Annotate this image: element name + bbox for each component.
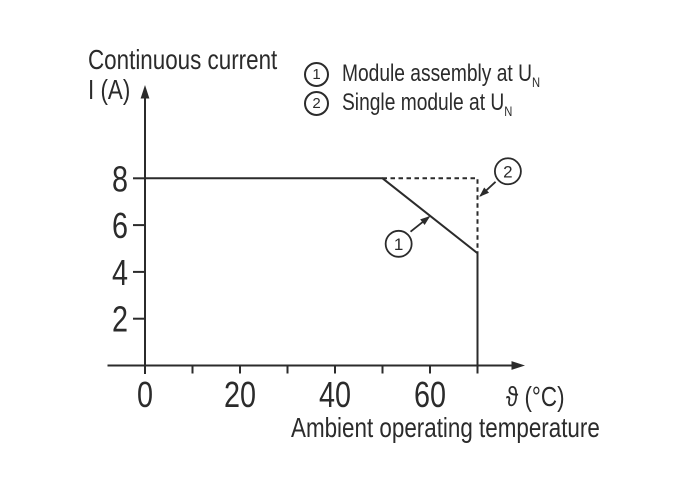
callout-arrowhead-1-icon: [420, 215, 431, 226]
x-tick-label-20: 20: [224, 374, 256, 415]
y-tick-label-4: 4: [112, 252, 128, 293]
legend-item-2-label: Single module at UN: [342, 88, 513, 119]
callout-label-2: 2: [503, 162, 512, 181]
y-tick-label-8: 8: [112, 158, 128, 199]
curve-1: [145, 177, 479, 366]
legend-item-1: 1 Module assembly at UN: [304, 60, 590, 89]
x-tick-label-60: 60: [414, 374, 446, 415]
legend-item-2: 2 Single module at UN: [304, 89, 590, 118]
y-axis-title-line2: I (A): [88, 74, 131, 105]
y-tick-label-2: 2: [112, 299, 128, 340]
x-axis-arrowhead-icon: [511, 361, 525, 370]
y-tick-label-6: 6: [112, 205, 128, 246]
callout-label-1: 1: [394, 235, 403, 254]
x-tick-label-40: 40: [319, 374, 351, 415]
circled-2-icon: 2: [304, 91, 329, 116]
callout-arrowhead-2-icon: [479, 187, 490, 197]
y-axis-title: Continuous current I (A): [88, 45, 325, 105]
x-axis-caption: Ambient operating temperature: [291, 412, 600, 443]
x-axis-label: ϑ (°C): [506, 381, 565, 412]
legend: 1 Module assembly at UN 2 Single module …: [304, 60, 590, 118]
legend-item-1-label: Module assembly at UN: [342, 59, 541, 90]
callout-circle-2: [493, 157, 522, 186]
y-axis-title-line1: Continuous current: [88, 44, 278, 75]
curve-2: [382, 177, 479, 254]
x-tick-label-0: 0: [137, 374, 153, 415]
callout-circle-1: [384, 229, 413, 258]
circled-1-icon: 1: [304, 62, 329, 87]
y-axis-arrowhead-icon: [140, 85, 150, 99]
